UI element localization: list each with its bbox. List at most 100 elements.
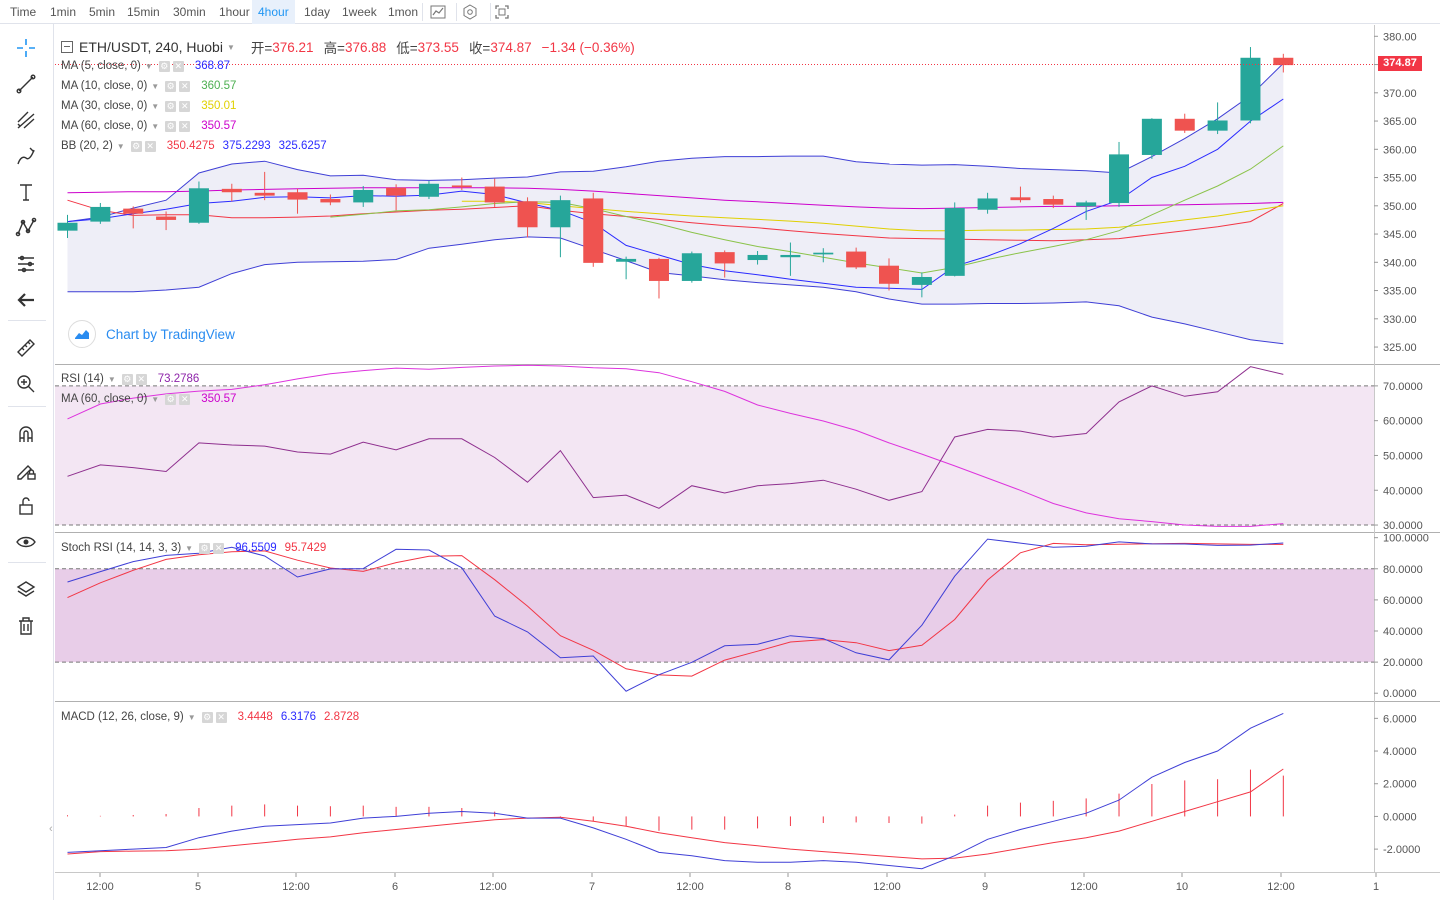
candle[interactable] <box>188 181 209 224</box>
trend-line-icon[interactable] <box>11 70 41 98</box>
pattern-icon[interactable] <box>11 214 41 242</box>
chevron-down-icon[interactable]: ▼ <box>107 374 116 384</box>
candle[interactable] <box>418 180 439 200</box>
candle[interactable] <box>221 183 242 202</box>
indicator-legend-row[interactable]: BB (20, 2) ▼ ⚙ ✕ 350.4275 375.2293 325.6257 <box>61 138 327 154</box>
candle[interactable] <box>846 247 867 270</box>
text-icon[interactable] <box>11 178 41 206</box>
candle[interactable] <box>287 188 308 214</box>
candle[interactable] <box>681 251 702 283</box>
chevron-down-icon[interactable]: ▼ <box>226 42 235 52</box>
timeframe-1hour[interactable]: 1hour <box>219 5 250 19</box>
timeframe-1mon[interactable]: 1mon <box>388 5 419 19</box>
indicator-legend-row[interactable]: MA (10, close, 0) ▼ ⚙ ✕ 360.57 <box>61 78 236 94</box>
candle[interactable] <box>813 248 834 263</box>
candle[interactable] <box>123 206 144 229</box>
indicator-remove-icon[interactable]: ✕ <box>144 140 156 152</box>
indicator-remove-icon[interactable]: ✕ <box>179 393 191 405</box>
candle[interactable] <box>517 197 538 238</box>
candle[interactable] <box>353 186 374 207</box>
candle[interactable] <box>1141 118 1162 159</box>
candle[interactable] <box>1273 53 1294 73</box>
candle[interactable] <box>1043 195 1064 209</box>
timeframe-4hour[interactable]: 4hour <box>252 0 295 24</box>
chevron-down-icon[interactable]: ▼ <box>151 81 160 91</box>
candle[interactable] <box>1174 113 1195 133</box>
candle[interactable] <box>977 192 998 214</box>
candle[interactable] <box>550 195 571 258</box>
back-arrow-icon[interactable] <box>11 286 41 314</box>
indicator-settings-icon[interactable]: ⚙ <box>199 542 211 554</box>
candle[interactable] <box>320 194 341 206</box>
crosshair-icon[interactable] <box>11 34 41 62</box>
symbol-title[interactable]: ETH/USDT, 240, Huobi <box>79 39 223 55</box>
indicator-remove-icon[interactable]: ✕ <box>213 542 225 554</box>
candle[interactable] <box>90 202 111 224</box>
zoom-in-icon[interactable] <box>11 370 41 398</box>
indicator-settings-icon[interactable]: ⚙ <box>121 373 133 385</box>
chevron-down-icon[interactable]: ▼ <box>144 61 153 71</box>
indicator-legend-row[interactable]: RSI (14) ▼ ⚙ ✕ 73.2786 <box>61 371 199 387</box>
candle[interactable] <box>57 214 78 239</box>
trash-icon[interactable] <box>11 612 41 640</box>
candle[interactable] <box>780 242 801 276</box>
candle[interactable] <box>747 251 768 265</box>
candle[interactable] <box>616 256 637 280</box>
fullscreen-icon[interactable] <box>490 1 514 23</box>
candle[interactable] <box>714 250 735 278</box>
indicator-settings-icon[interactable]: ⚙ <box>165 393 177 405</box>
candle[interactable] <box>1109 141 1130 207</box>
candle[interactable] <box>648 257 669 299</box>
layers-icon[interactable] <box>11 576 41 604</box>
prediction-icon[interactable] <box>11 250 41 278</box>
chevron-down-icon[interactable]: ▼ <box>185 543 194 553</box>
indicator-remove-icon[interactable]: ✕ <box>172 60 184 72</box>
timeframe-1min[interactable]: 1min <box>50 5 77 19</box>
magnet-icon[interactable] <box>11 420 41 448</box>
timeframe-1day[interactable]: 1day <box>304 5 331 19</box>
indicator-legend-row[interactable]: MACD (12, 26, close, 9) ▼ ⚙ ✕ 3.4448 6.3176 2.… <box>61 709 359 725</box>
timeframe-time[interactable]: Time <box>10 5 37 19</box>
indicator-settings-icon[interactable]: ⚙ <box>165 80 177 92</box>
indicator-legend-row[interactable]: MA (60, close, 0) ▼ ⚙ ✕ 350.57 <box>61 118 236 134</box>
candle[interactable] <box>156 211 177 231</box>
indicator-settings-icon[interactable]: ⚙ <box>130 140 142 152</box>
timeframe-15min[interactable]: 15min <box>127 5 160 19</box>
chevron-down-icon[interactable]: ▼ <box>187 712 196 722</box>
lock-drawing-icon[interactable] <box>11 456 41 484</box>
timeframe-1week[interactable]: 1week <box>342 5 377 19</box>
indicator-remove-icon[interactable]: ✕ <box>179 100 191 112</box>
unlock-icon[interactable] <box>11 492 41 520</box>
eye-icon[interactable] <box>11 528 41 556</box>
candle[interactable] <box>879 258 899 291</box>
chevron-down-icon[interactable]: ▼ <box>151 394 160 404</box>
candle[interactable] <box>1010 186 1031 203</box>
settings-icon[interactable] <box>458 1 482 23</box>
timeframe-30min[interactable]: 30min <box>173 5 206 19</box>
candle[interactable] <box>944 202 965 277</box>
indicator-settings-icon[interactable]: ⚙ <box>165 120 177 132</box>
candle[interactable] <box>484 178 505 207</box>
candle[interactable] <box>451 177 472 190</box>
chevron-down-icon[interactable]: ▼ <box>116 141 125 151</box>
candle[interactable] <box>1240 47 1261 124</box>
indicator-remove-icon[interactable]: ✕ <box>179 120 191 132</box>
chevron-down-icon[interactable]: ▼ <box>151 101 160 111</box>
chevron-down-icon[interactable]: ▼ <box>151 121 160 131</box>
brush-icon[interactable] <box>11 142 41 170</box>
candle[interactable] <box>1076 200 1097 220</box>
indicator-settings-icon[interactable]: ⚙ <box>165 100 177 112</box>
timeframe-5min[interactable]: 5min <box>89 5 116 19</box>
ruler-icon[interactable] <box>11 334 41 362</box>
indicator-legend-row[interactable]: MA (5, close, 0) ▼ ⚙ ✕ 368.87 <box>61 58 230 74</box>
indicator-settings-icon[interactable]: ⚙ <box>201 711 213 723</box>
pitchfork-icon[interactable] <box>11 106 41 134</box>
indicator-settings-icon[interactable]: ⚙ <box>158 60 170 72</box>
indicator-legend-row[interactable]: MA (60, close, 0) ▼ ⚙ ✕ 350.57 <box>61 391 236 407</box>
candle[interactable] <box>911 272 932 298</box>
indicators-icon[interactable] <box>426 1 450 23</box>
candle[interactable] <box>386 184 407 211</box>
candle[interactable] <box>254 171 275 201</box>
indicator-remove-icon[interactable]: ✕ <box>215 711 227 723</box>
